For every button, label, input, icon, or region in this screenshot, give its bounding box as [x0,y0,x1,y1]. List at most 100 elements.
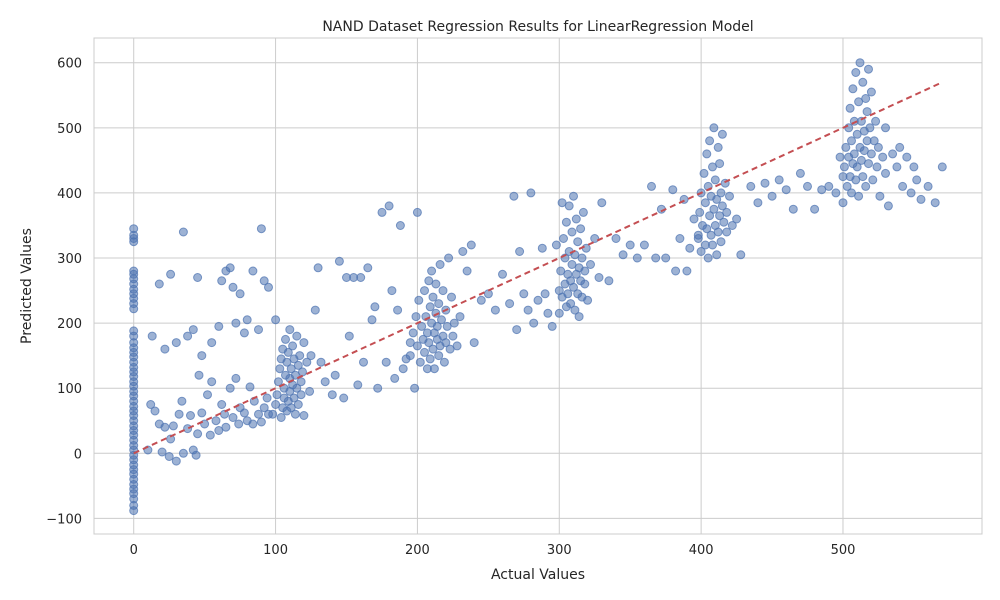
data-point [576,224,586,234]
data-point [434,299,444,309]
data-point [732,214,742,224]
data-point [831,188,841,198]
data-point [438,286,448,296]
data-point [384,201,394,211]
data-point [466,240,476,250]
data-point [564,201,574,211]
data-point [415,357,425,367]
data-point [381,357,391,367]
data-point [298,367,307,377]
data-point [174,409,184,419]
data-point [668,185,678,195]
data-point [898,181,908,191]
data-point [529,318,539,328]
data-point [234,419,244,429]
data-point [288,341,298,351]
grid-lines [94,38,982,534]
data-point [178,227,188,237]
data-point [129,266,139,276]
data-point [647,181,656,191]
data-point [327,390,337,400]
data-point [569,282,578,292]
data-point [239,328,249,338]
data-point [217,276,227,286]
data-point [713,227,723,237]
data-point [847,136,856,146]
data-point [217,400,227,409]
data-point [412,341,422,351]
data-point [639,240,649,250]
data-point [256,224,266,234]
data-point [533,295,543,305]
data-point [554,308,564,318]
data-point [702,149,712,159]
data-point [214,321,224,331]
data-point [370,302,380,312]
data-point [611,234,621,243]
data-point [186,411,195,420]
data-point [296,377,306,387]
data-point [875,191,885,201]
data-point [906,188,916,198]
data-point [334,256,344,266]
data-point [849,149,859,159]
y-tick-label: 500 [57,122,82,137]
data-point [168,421,178,431]
data-point [203,390,212,400]
data-point [695,207,705,217]
data-point [515,247,525,256]
data-point [363,263,373,273]
data-point [157,447,167,457]
data-point [420,286,429,296]
data-point [275,364,285,374]
data-point [892,162,902,172]
data-point [795,168,805,178]
x-tick-label: 100 [263,543,288,558]
y-axis-label: Predicted Values [19,228,35,344]
data-point [705,136,715,146]
data-point [689,214,699,224]
data-point [736,250,746,260]
data-point [712,194,722,204]
data-point [398,364,408,374]
data-point [716,188,726,198]
x-tick-label: 200 [405,543,430,558]
data-point [847,188,856,198]
data-point [437,315,446,325]
data-point [256,417,266,427]
data-point [543,308,553,318]
data-point [561,217,571,227]
data-point [296,390,306,400]
data-point [569,191,578,201]
data-point [412,207,422,217]
data-points [129,58,947,516]
data-point [864,159,873,169]
data-point [455,312,465,322]
data-point [746,181,756,191]
data-point [909,162,919,172]
data-point [574,312,584,322]
data-point [713,142,723,152]
data-point [414,295,424,305]
data-point [881,123,890,133]
data-point [767,191,777,201]
data-point [228,413,238,422]
data-point [283,347,293,357]
data-point [873,142,883,152]
data-point [708,162,717,172]
data-point [344,331,354,341]
data-point [841,142,851,152]
data-point [700,198,710,208]
data-point [441,338,451,348]
data-point [699,168,709,178]
data-point [276,413,286,422]
data-point [858,172,868,182]
data-point [239,408,249,418]
data-point [197,408,207,418]
data-point [559,234,568,243]
data-point [211,416,221,426]
data-point [625,240,635,250]
data-point [353,380,363,390]
data-point [254,409,263,419]
